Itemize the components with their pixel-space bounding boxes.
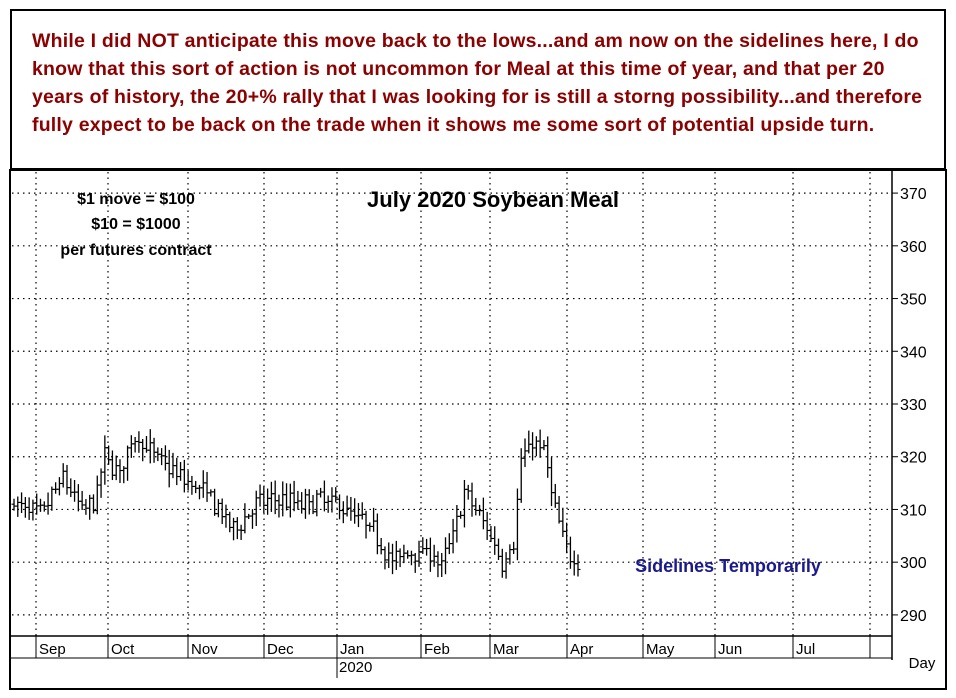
month-label: Apr xyxy=(570,641,593,658)
month-label: Jun xyxy=(718,641,742,658)
month-label: Feb xyxy=(424,641,450,658)
month-label: Sep xyxy=(39,641,66,658)
price-tick-label: 340 xyxy=(900,344,927,361)
month-label: Mar xyxy=(493,641,519,658)
month-label: May xyxy=(646,641,675,658)
year-label: 2020 xyxy=(339,659,372,676)
sidelines-annotation: Sidelines Temporarily xyxy=(635,556,821,576)
price-tick-label: 290 xyxy=(900,608,927,625)
price-tick-label: 350 xyxy=(900,292,927,309)
month-label: Jul xyxy=(796,641,815,658)
price-tick-label: 310 xyxy=(900,502,927,519)
month-label: Nov xyxy=(191,641,218,658)
month-label: Oct xyxy=(111,641,135,658)
month-label: Jan xyxy=(340,641,364,658)
price-tick-label: 330 xyxy=(900,397,927,414)
day-label: Day xyxy=(909,655,936,672)
price-tick-label: 360 xyxy=(900,239,927,256)
price-axis: 290 300 310 320 330 340 350 360 370 xyxy=(892,186,927,625)
chart-title: July 2020 Soybean Meal xyxy=(367,187,619,212)
info-line-2: $10 = $1000 xyxy=(91,216,181,233)
info-line-3: per futures contract xyxy=(60,242,212,259)
time-axis: Sep Oct Nov Dec Jan Feb Mar Apr May Jun Jul xyxy=(35,636,871,658)
commentary-text: While I did NOT anticipate this move bac… xyxy=(32,30,923,136)
price-tick-label: 300 xyxy=(900,555,927,572)
info-line-1: $1 move = $100 xyxy=(77,191,195,208)
grid-lines xyxy=(12,172,892,636)
month-label: Dec xyxy=(267,641,294,658)
chart-border xyxy=(9,169,947,690)
price-tick-label: 320 xyxy=(900,450,927,467)
price-bars xyxy=(11,429,581,579)
price-tick-label: 370 xyxy=(900,186,927,203)
commentary-box: While I did NOT anticipate this move bac… xyxy=(10,9,946,170)
